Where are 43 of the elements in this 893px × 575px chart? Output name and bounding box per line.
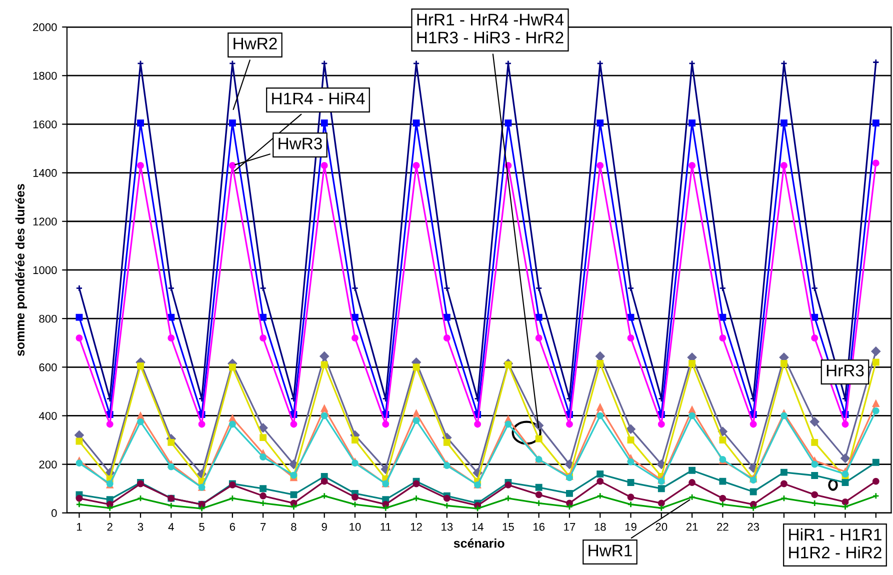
annotation: H1R4 - HiR4 <box>272 92 365 104</box>
x-axis-title: scénario <box>454 538 504 548</box>
x-tick-label: 4 <box>168 523 174 531</box>
y-tick-label: 1200 <box>33 218 57 226</box>
x-tick-label: 7 <box>260 523 266 531</box>
x-tick-label: 10 <box>350 522 361 531</box>
x-tick-label: 9 <box>322 522 327 531</box>
y-tick-label: 1000 <box>33 266 57 274</box>
x-tick-label: 2 <box>107 522 112 531</box>
y-tick-label: 1400 <box>33 169 57 177</box>
x-tick-label: 13 <box>442 522 453 531</box>
y-tick-label: 600 <box>39 363 57 372</box>
x-tick-label: 12 <box>410 522 422 531</box>
y-tick-label: 400 <box>38 412 57 420</box>
annotation: HwR1 <box>588 544 632 556</box>
x-tick-label: 5 <box>199 523 204 531</box>
x-tick-label: 21 <box>686 522 698 531</box>
y-tick-label: 800 <box>39 314 57 323</box>
x-tick-label: 23 <box>748 522 760 531</box>
annotation: HrR1 - HrR4 -HwR4 H1R3 - HiR3 - HrR2 <box>417 14 564 44</box>
x-tick-label: 16 <box>534 522 545 531</box>
annotation: HwR3 <box>278 138 322 150</box>
x-tick-label: 1 <box>76 523 82 531</box>
y-tick-label: 200 <box>39 460 57 468</box>
x-tick-label: 18 <box>594 522 606 531</box>
x-tick-label: 17 <box>564 523 576 531</box>
x-tick-label: 14 <box>472 523 484 531</box>
x-tick-label: 6 <box>230 522 236 531</box>
text: HiR1 - H1R1 H1R2 - HiR2 <box>789 528 882 558</box>
y-tick-label: 2000 <box>33 23 57 32</box>
y-tick-label: 0 <box>52 509 57 518</box>
y-tick-label: 1800 <box>33 72 57 80</box>
x-tick-label: 11 <box>380 523 391 531</box>
annotation: HrR3 <box>826 364 864 376</box>
y-axis-title: somme pondérée des durées <box>15 184 27 356</box>
x-tick-label: 8 <box>291 522 296 531</box>
annotation: HwR2 <box>234 38 277 50</box>
y-tick-label: 1600 <box>33 120 57 128</box>
x-tick-label: 19 <box>625 522 636 531</box>
x-tick-label: 22 <box>717 522 728 531</box>
x-tick-label: 3 <box>138 522 144 531</box>
x-tick-label: 20 <box>656 522 668 531</box>
x-tick-label: 15 <box>502 523 514 531</box>
